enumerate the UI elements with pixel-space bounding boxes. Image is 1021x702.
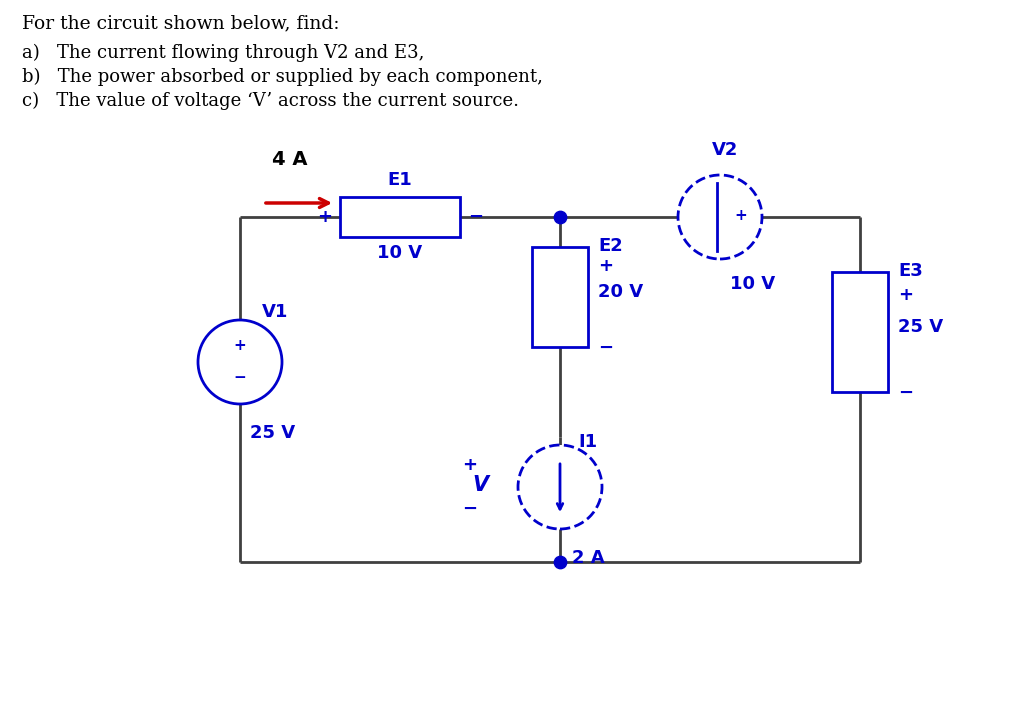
Text: 2 A: 2 A bbox=[572, 549, 604, 567]
Bar bbox=[340, 197, 460, 237]
Bar bbox=[532, 247, 588, 347]
Text: 10 V: 10 V bbox=[378, 244, 423, 262]
Text: +: + bbox=[598, 257, 613, 275]
Text: For the circuit shown below, find:: For the circuit shown below, find: bbox=[22, 14, 340, 32]
Text: V: V bbox=[472, 475, 488, 495]
Point bbox=[551, 211, 568, 223]
Circle shape bbox=[678, 175, 762, 259]
Circle shape bbox=[518, 445, 602, 529]
Text: +: + bbox=[898, 286, 913, 304]
Text: 25 V: 25 V bbox=[898, 318, 943, 336]
Text: +: + bbox=[463, 456, 478, 474]
Text: V2: V2 bbox=[712, 141, 738, 159]
Text: +: + bbox=[234, 338, 246, 354]
Text: −: − bbox=[463, 500, 478, 518]
Text: c)   The value of voltage ‘V’ across the current source.: c) The value of voltage ‘V’ across the c… bbox=[22, 92, 519, 110]
Text: I1: I1 bbox=[578, 433, 597, 451]
Text: a)   The current flowing through V2 and E3,: a) The current flowing through V2 and E3… bbox=[22, 44, 425, 62]
Text: −: − bbox=[234, 371, 246, 385]
Text: 25 V: 25 V bbox=[250, 424, 295, 442]
Circle shape bbox=[198, 320, 282, 404]
Text: −: − bbox=[898, 384, 913, 402]
Text: +: + bbox=[734, 208, 746, 223]
Text: +: + bbox=[317, 208, 332, 226]
Point bbox=[551, 557, 568, 568]
Text: 20 V: 20 V bbox=[598, 283, 643, 301]
Text: E3: E3 bbox=[898, 262, 923, 280]
Text: 4 A: 4 A bbox=[273, 150, 307, 169]
Text: V1: V1 bbox=[262, 303, 288, 321]
Text: b)   The power absorbed or supplied by each component,: b) The power absorbed or supplied by eac… bbox=[22, 68, 543, 86]
Text: −: − bbox=[468, 208, 483, 226]
Text: −: − bbox=[598, 339, 614, 357]
Text: 10 V: 10 V bbox=[730, 275, 775, 293]
Bar bbox=[832, 272, 888, 392]
Text: E1: E1 bbox=[388, 171, 412, 189]
Text: E2: E2 bbox=[598, 237, 623, 255]
